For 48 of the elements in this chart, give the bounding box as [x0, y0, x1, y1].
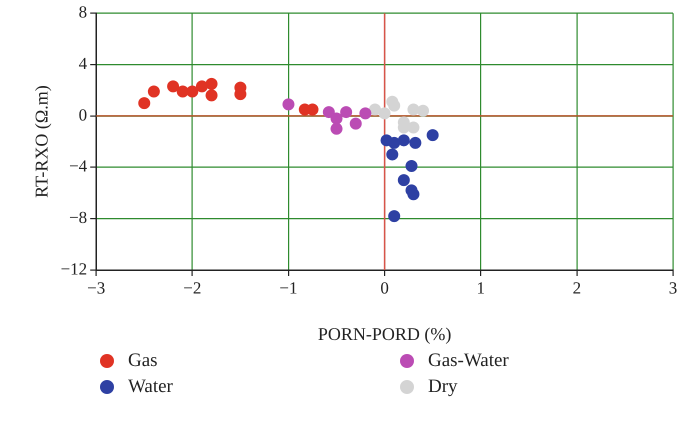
point	[378, 107, 391, 120]
point	[186, 86, 198, 98]
point	[206, 78, 218, 90]
y-axis-title: RT-RXO (Ω.m)	[32, 85, 52, 198]
x-tick-label: −1	[279, 278, 298, 298]
y-tick-label: 8	[78, 2, 88, 22]
legend-label: Water	[128, 376, 173, 398]
point	[138, 97, 150, 110]
point	[388, 100, 400, 112]
x-tick-label: −3	[87, 278, 106, 298]
x-tick-label: 1	[476, 278, 485, 298]
point	[406, 160, 418, 172]
point	[407, 188, 420, 200]
point	[407, 104, 420, 116]
legend-label: Dry	[428, 376, 458, 398]
point	[359, 107, 372, 120]
point	[398, 174, 410, 186]
point	[282, 98, 294, 110]
x-tick-label: 2	[572, 278, 582, 298]
y-tick-label: −12	[60, 259, 88, 278]
y-tick-label: −8	[69, 208, 88, 228]
point	[426, 129, 439, 142]
point	[398, 134, 410, 146]
point	[322, 106, 335, 118]
y-tick-label: −4	[69, 156, 88, 176]
point	[388, 210, 400, 222]
point	[417, 104, 430, 117]
legend-label: Gas	[128, 350, 158, 372]
point	[176, 86, 189, 98]
x-tick-label: 3	[668, 278, 678, 298]
y-tick-label: 0	[78, 105, 88, 124]
point	[407, 121, 420, 134]
point	[206, 89, 218, 102]
x-tick-label: −2	[183, 278, 202, 298]
point	[330, 112, 343, 124]
point	[388, 136, 400, 149]
x-tick-label: 0	[380, 278, 389, 298]
point	[196, 80, 208, 92]
point	[340, 106, 352, 118]
point	[148, 86, 160, 98]
point	[409, 136, 422, 149]
point	[386, 148, 398, 160]
point	[330, 122, 343, 135]
point	[350, 118, 362, 130]
x-axis-title: PORN-PORD (%)	[318, 324, 452, 344]
point	[167, 80, 180, 92]
legend-label: Gas-Water	[428, 350, 509, 372]
y-tick-label: 4	[78, 54, 88, 74]
